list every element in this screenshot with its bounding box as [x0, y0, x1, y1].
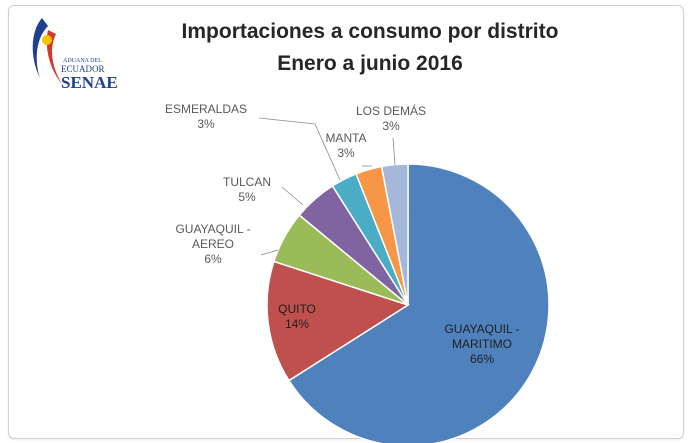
slice-category-label: LOS DEMÁS [356, 103, 426, 118]
slice-label: GUAYAQUIL -MARITIMO 66% [444, 322, 519, 366]
slice-value-label: 3% [197, 117, 215, 131]
logo-line-3: SENAE [61, 73, 118, 92]
slice-category-label: ESMERALDAS [165, 102, 247, 116]
slice-value-label: 3% [337, 146, 355, 160]
leader-line [260, 249, 279, 256]
slice-value-label: 66% [470, 352, 494, 366]
slice-label: ESMERALDAS 3% [165, 102, 247, 131]
leader-line [392, 137, 396, 166]
pie-slice-quito [266, 260, 410, 382]
senae-logo: ADUANA DEL ECUADOR SENAE [32, 18, 118, 92]
leader-line [258, 117, 341, 181]
slice-category-label: GUAYAQUIL - [444, 322, 519, 336]
slice-value-label: 5% [238, 190, 256, 204]
slice-category-label: QUITO [278, 302, 316, 316]
logo-line-2: ECUADOR [61, 64, 105, 74]
slice-label: GUAYAQUIL -AEREO 6% [175, 222, 250, 266]
logo-swoosh-blue [32, 18, 48, 78]
slice-label: LOS DEMÁS 3% [356, 103, 426, 133]
slice-value-label: 6% [204, 252, 222, 266]
slice-category-label: GUAYAQUIL - [175, 222, 250, 236]
chart-subtitle: Enero a junio 2016 [277, 52, 463, 75]
slice-value-label: 14% [285, 317, 309, 331]
slice-category-label: AEREO [192, 237, 234, 251]
slice-category-label: TULCAN [223, 175, 271, 189]
leader-line [281, 186, 304, 206]
logo-swoosh-red [46, 30, 62, 84]
slice-label: MANTA 3% [325, 131, 366, 160]
logo-sun [42, 35, 52, 45]
slice-category-label: MANTA [325, 131, 366, 145]
slice-label: TULCAN 5% [223, 175, 271, 204]
chart-title: Importaciones a consumo por distrito [181, 20, 559, 43]
logo-line-1: ADUANA DEL [63, 58, 102, 64]
slice-label: QUITO 14% [278, 302, 316, 331]
pie-slice-guayaquil-maritimo [287, 163, 550, 443]
slice-category-label: MARITIMO [452, 337, 512, 351]
slice-value-label: 3% [382, 119, 400, 133]
